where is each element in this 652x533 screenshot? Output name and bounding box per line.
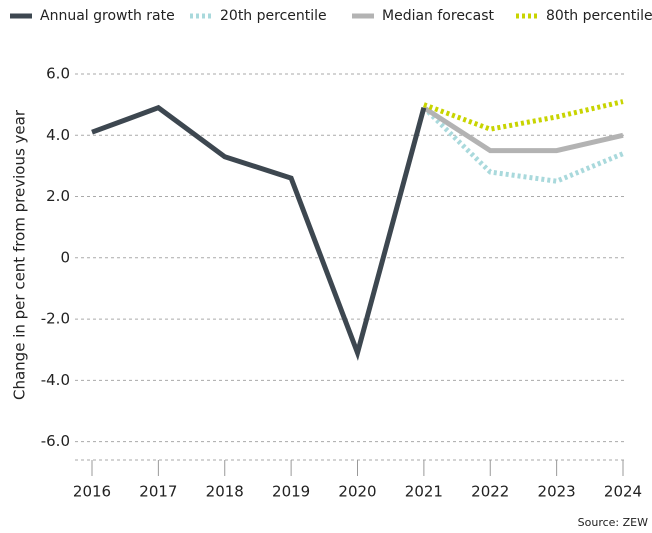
x-tick-label: 2023	[538, 483, 576, 501]
x-tick-label: 2017	[139, 483, 177, 501]
legend-label: Median forecast	[382, 8, 494, 24]
legend-label: 20th percentile	[220, 8, 327, 24]
y-axis-label: Change in per cent from previous year	[11, 109, 29, 400]
series-line	[91, 104, 427, 361]
y-tick-label: -2.0	[41, 310, 70, 328]
legend-label: 80th percentile	[546, 8, 652, 24]
series-line	[422, 105, 624, 154]
x-tick-label: 2018	[206, 483, 244, 501]
series-line	[423, 99, 624, 132]
source-note: Source: ZEW	[578, 516, 648, 529]
y-tick-label: -4.0	[41, 371, 70, 389]
x-tick-label: 2024	[604, 483, 642, 501]
x-tick-label: 2019	[272, 483, 310, 501]
y-tick-label: -6.0	[41, 432, 70, 450]
x-tick-label: 2021	[405, 483, 443, 501]
x-tick-label: 2022	[471, 483, 509, 501]
legend-label: Annual growth rate	[40, 8, 175, 24]
y-tick-label: 0	[60, 248, 70, 266]
y-tick-label: 6.0	[46, 65, 70, 83]
x-tick-label: 2016	[73, 483, 111, 501]
x-tick-label: 2020	[338, 483, 376, 501]
y-tick-label: 4.0	[46, 126, 70, 144]
y-tick-label: 2.0	[46, 187, 70, 205]
